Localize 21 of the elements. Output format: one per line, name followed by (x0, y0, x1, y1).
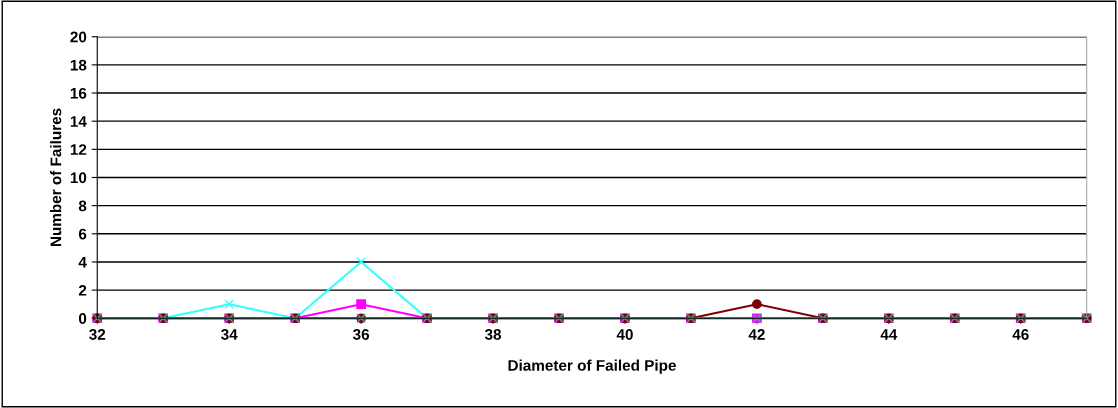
y-tick-label: 12 (70, 144, 87, 155)
x-tick-label: 46 (1012, 329, 1029, 340)
x-tick-label: 40 (616, 329, 633, 340)
y-tick-label: 2 (78, 284, 87, 296)
x-tick-label: 32 (89, 329, 106, 340)
y-tick-label: 4 (78, 256, 87, 268)
y-tick-label: 10 (70, 172, 87, 184)
x-tick-label: 44 (880, 329, 898, 340)
x-tick-label: 34 (221, 329, 238, 340)
y-tick-label: 6 (78, 228, 87, 240)
x-tick-label: 38 (484, 329, 502, 340)
x-tick-label: 36 (352, 329, 370, 340)
x-tick-label: 42 (748, 329, 765, 340)
x-axis-title: Diameter of Failed Pipe (508, 359, 676, 374)
y-axis-title: Number of Failures (50, 108, 62, 247)
y-tick-label: 0 (78, 313, 87, 324)
y-tick-label: 8 (78, 200, 87, 212)
y-tick-label: 16 (70, 87, 87, 99)
y-tick-label: 18 (70, 59, 87, 71)
y-tick-label: 14 (70, 116, 87, 127)
y-tick-label: 20 (70, 31, 87, 43)
